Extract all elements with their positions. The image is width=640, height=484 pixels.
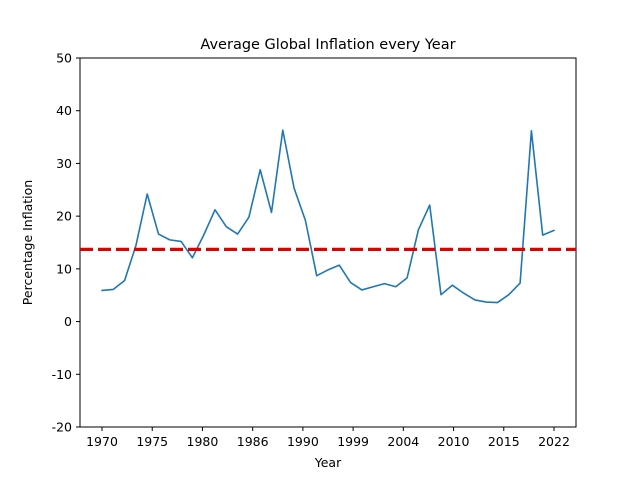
y-tick-label: 30	[56, 156, 72, 171]
y-tick-label: 40	[56, 103, 72, 118]
plot-frame	[80, 58, 576, 427]
y-tick-label: -10	[52, 367, 72, 382]
y-tick-label: 0	[64, 314, 72, 329]
x-tick-label: 2015	[488, 434, 520, 449]
x-tick-label: 1975	[136, 434, 168, 449]
x-tick-label: 1970	[86, 434, 118, 449]
y-tick-label: 20	[56, 209, 72, 224]
x-tick-label: 1980	[187, 434, 219, 449]
x-tick-label: 1986	[237, 434, 269, 449]
x-tick-label: 1999	[337, 434, 369, 449]
y-axis-label: Percentage Inflation	[20, 180, 35, 305]
x-tick-label: 2010	[438, 434, 470, 449]
y-tick-label: 10	[56, 261, 72, 276]
x-tick-label: 1990	[287, 434, 319, 449]
x-axis-label: Year	[314, 455, 342, 470]
inflation-series-line	[102, 130, 554, 302]
chart-title: Average Global Inflation every Year	[200, 37, 455, 53]
x-tick-label: 2004	[387, 434, 419, 449]
y-tick-label: -20	[52, 420, 72, 435]
y-tick-label: 50	[56, 51, 72, 66]
x-tick-label: 2022	[538, 434, 570, 449]
